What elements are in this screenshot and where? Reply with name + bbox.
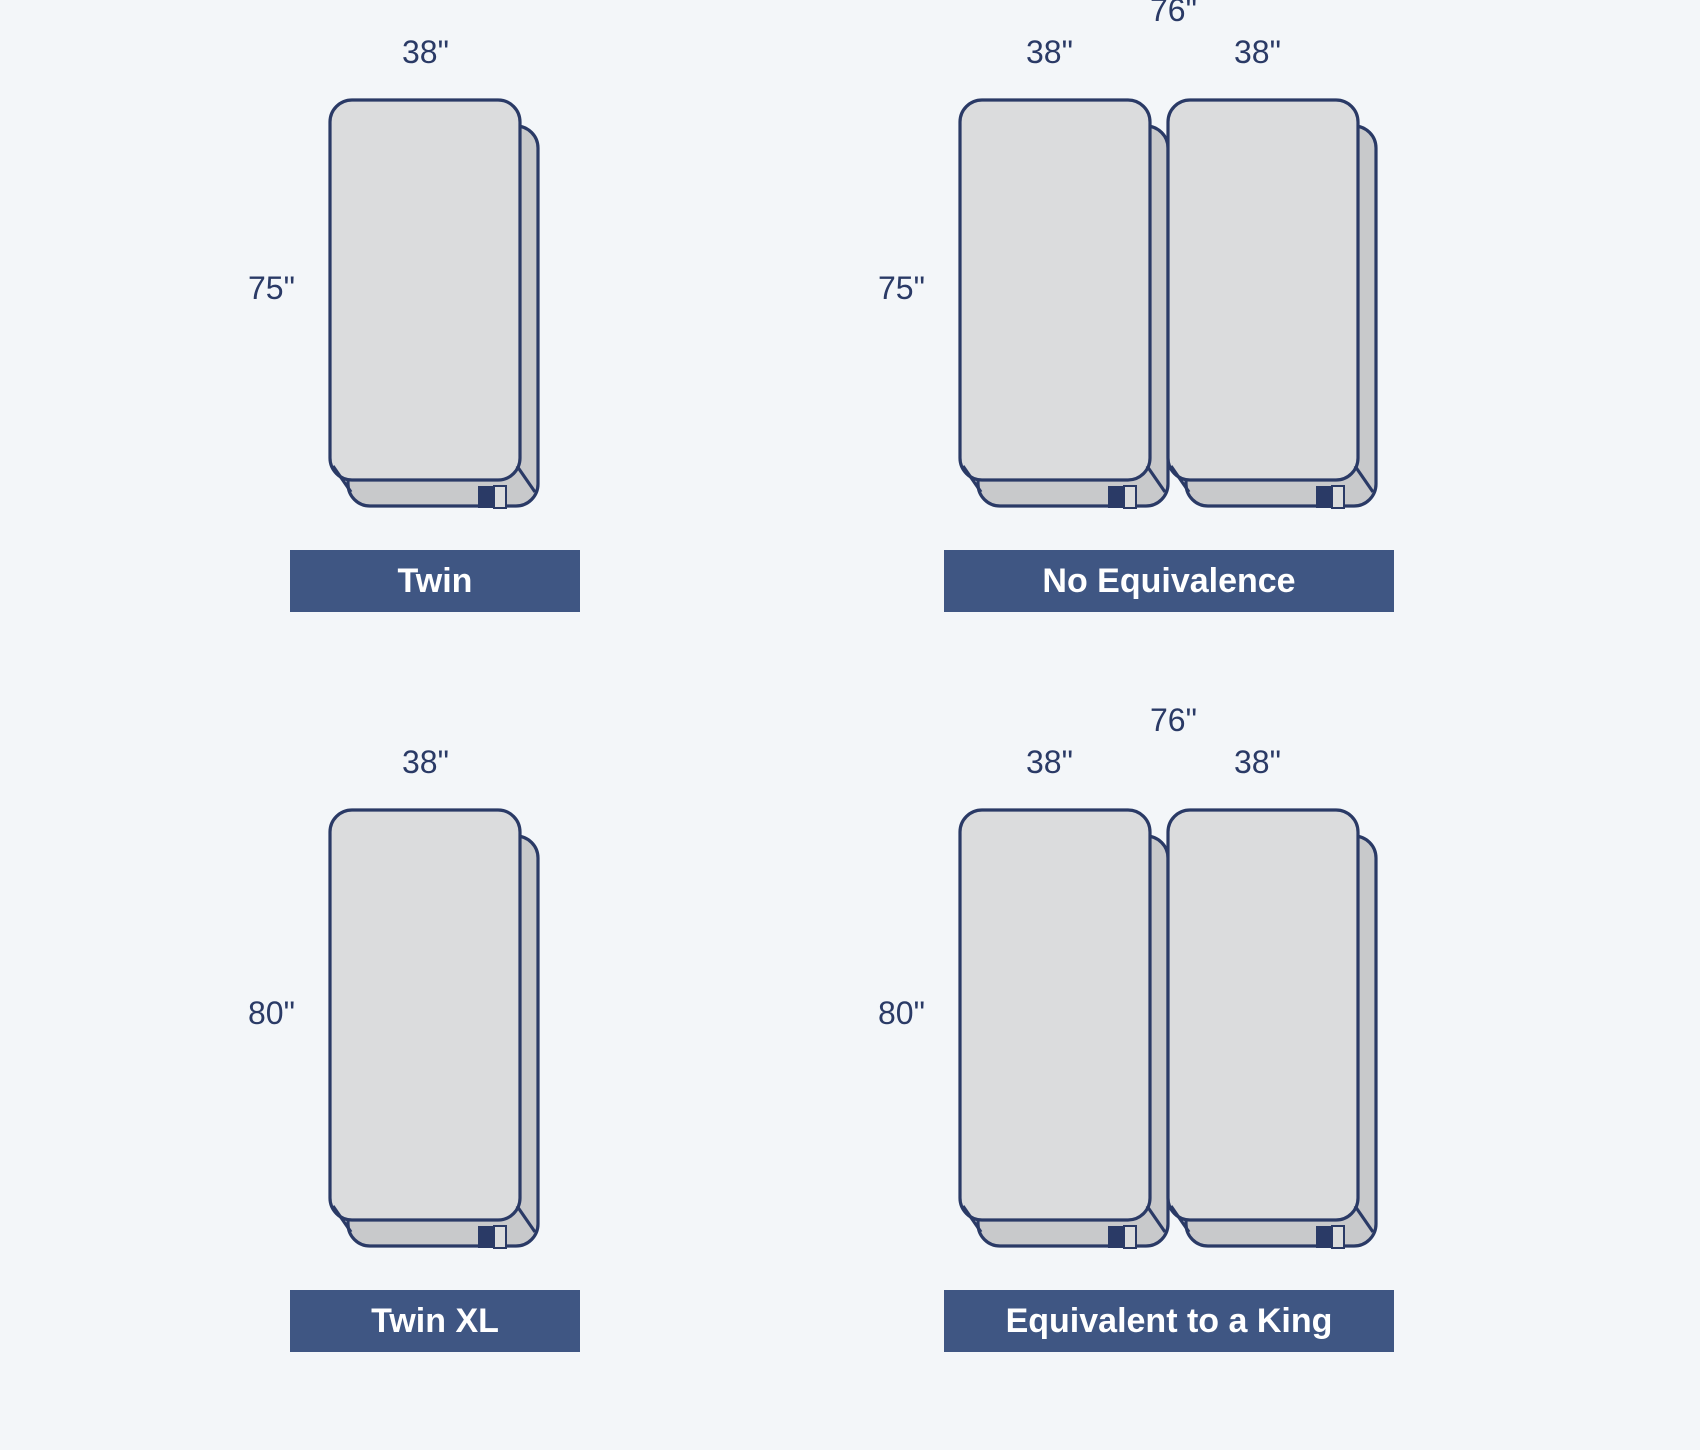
twin-xl-banner-text: Twin XL — [371, 1302, 499, 1341]
twin-banner-text: Twin — [398, 562, 473, 601]
king-equiv-width-label-2: 38" — [1234, 744, 1281, 781]
king-equiv-height-label: 80" — [878, 995, 925, 1032]
no-equiv-total-width-label: 76" — [1140, 0, 1207, 29]
twin-banner: Twin — [290, 550, 580, 612]
twin-width-label: 38" — [402, 34, 449, 71]
mattress-twin-xl — [130, 780, 690, 1310]
mattress-pair-no-equiv — [830, 70, 1590, 570]
twin-xl-height-label: 80" — [248, 995, 295, 1032]
king-equiv-banner: Equivalent to a King — [944, 1290, 1394, 1352]
twin-xl-width-label: 38" — [402, 744, 449, 781]
no-equiv-width-label-1: 38" — [1026, 34, 1073, 71]
no-equiv-banner: No Equivalence — [944, 550, 1394, 612]
king-equiv-width-label-1: 38" — [1026, 744, 1073, 781]
king-equiv-banner-text: Equivalent to a King — [1006, 1302, 1333, 1341]
king-equiv-total-width-label: 76" — [1140, 702, 1207, 739]
no-equiv-height-label: 75" — [878, 270, 925, 307]
mattress-pair-king-equiv — [830, 780, 1590, 1310]
twin-xl-banner: Twin XL — [290, 1290, 580, 1352]
mattress-twin — [130, 70, 690, 570]
twin-height-label: 75" — [248, 270, 295, 307]
no-equiv-width-label-2: 38" — [1234, 34, 1281, 71]
no-equiv-banner-text: No Equivalence — [1042, 562, 1295, 601]
